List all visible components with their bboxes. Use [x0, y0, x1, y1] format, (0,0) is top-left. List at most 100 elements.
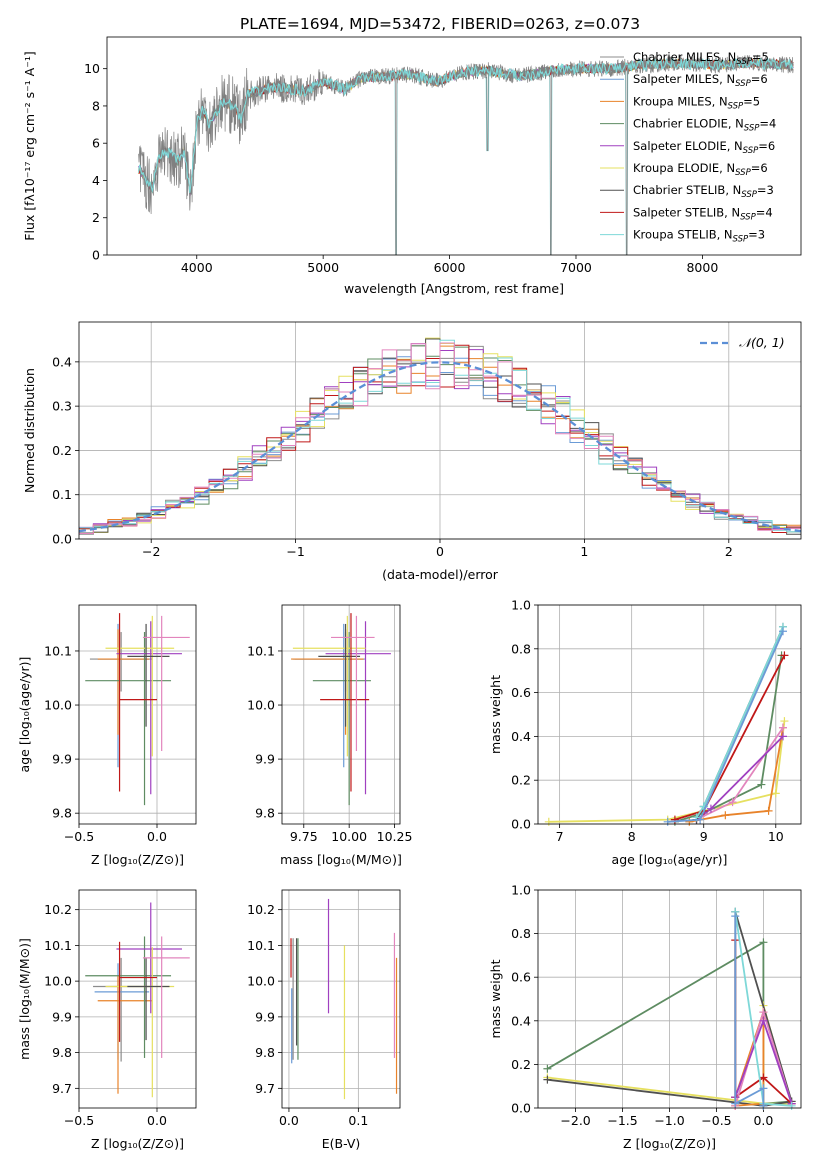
x-axis-label: age [log₁₀(age/yr)] — [612, 852, 728, 867]
axes-frame — [537, 889, 802, 1109]
y-tick-label: 0.1 — [52, 487, 72, 502]
data-point — [663, 817, 672, 826]
data-point — [759, 1008, 768, 1017]
y-tick-label: 4 — [92, 173, 100, 188]
y-tick-label: 0.0 — [511, 817, 531, 832]
y-tick-label: 10.1 — [247, 938, 275, 953]
y-tick-label: 10.0 — [44, 698, 72, 713]
axes-frame — [537, 604, 802, 825]
data-point — [759, 1101, 768, 1110]
axes-frame — [78, 321, 802, 540]
series-line — [695, 626, 784, 818]
legend-label: Salpeter ELODIE, NSSP=6 — [633, 139, 775, 156]
x-tick-label: 8 — [628, 829, 636, 844]
data-point — [787, 1101, 796, 1110]
weight-lines — [543, 907, 796, 1110]
errorbars — [291, 613, 391, 806]
legend-label: Chabrier STELIB, NSSP=3 — [633, 183, 774, 200]
legend-label: Kroupa STELIB, NSSP=3 — [633, 228, 765, 245]
errorbar-point — [312, 632, 371, 806]
y-tick-label: 10.0 — [44, 974, 72, 989]
y-tick-label: 0.4 — [511, 729, 531, 744]
x-tick-label: −0.5 — [64, 1113, 94, 1128]
x-tick-label: 9.75 — [290, 829, 318, 844]
y-axis-label: Flux [fλ10⁻¹⁷ erg cm⁻² s⁻¹ A⁻¹] — [22, 51, 37, 240]
y-tick-label: 9.7 — [52, 1081, 72, 1096]
y-axis-label: mass weight — [488, 959, 503, 1038]
gaussian-curve — [79, 361, 801, 533]
y-tick-label: 0.8 — [511, 641, 531, 656]
data-point — [696, 815, 705, 824]
errorbar-point — [97, 623, 150, 768]
histogram-step-line — [79, 342, 801, 534]
data-point — [780, 651, 789, 660]
errorbar-point — [318, 623, 361, 727]
x-tick-label: 10.00 — [331, 829, 367, 844]
series-line — [734, 916, 765, 1106]
errorbar-point — [127, 623, 170, 727]
errorbar-point — [85, 632, 172, 806]
data-point — [685, 817, 694, 826]
axes-mass-vs-EBV: 0.0 0.1 9.7 9.8 9.9 10.0 10.1 10.2 — [247, 890, 400, 1128]
x-tick-label: 5000 — [307, 260, 339, 275]
x-axis-label: Z [log₁₀(Z/Z⊙)] — [91, 1136, 184, 1151]
y-tick-label: 1.0 — [511, 598, 531, 613]
x-tick-label: 0.0 — [279, 1113, 299, 1128]
x-tick-label: −1.0 — [654, 1113, 684, 1128]
errorbar-point — [97, 629, 150, 735]
x-tick-label: −1 — [286, 544, 304, 559]
errorbar-point — [142, 936, 190, 1058]
axes-frame — [281, 889, 401, 1109]
errorbar-point — [89, 632, 153, 692]
legend-label: Salpeter MILES, NSSP=6 — [633, 72, 768, 89]
legend-label: Kroupa ELODIE, NSSP=6 — [633, 161, 768, 178]
legend-label: Salpeter STELIB, NSSP=4 — [633, 205, 773, 222]
errorbar-point — [127, 957, 170, 1041]
errorbar-point — [118, 613, 157, 792]
y-tick-label: 9.8 — [255, 806, 275, 821]
x-tick-label: 8000 — [686, 260, 718, 275]
x-tick-label: −1.5 — [607, 1113, 637, 1128]
axes-frame — [281, 604, 401, 825]
series-line — [689, 727, 784, 823]
errorbar-point — [142, 615, 190, 751]
series-line — [674, 655, 783, 823]
legend-label: Chabrier MILES, NSSP=5 — [633, 50, 769, 67]
x-tick-label: 0 — [436, 544, 444, 559]
x-axis-label: mass [log₁₀(M/M⊙)] — [280, 852, 402, 867]
data-point — [670, 815, 679, 824]
data-point — [543, 1075, 552, 1084]
x-tick-label: 0.0 — [147, 1113, 167, 1128]
y-axis-label: age [log₁₀(age/yr)] — [17, 657, 32, 773]
y-axis-label: mass weight — [488, 675, 503, 754]
data-point — [543, 1064, 552, 1073]
y-tick-label: 0.6 — [511, 970, 531, 985]
x-tick-label: −0.5 — [64, 829, 94, 844]
x-tick-label: 10.25 — [377, 829, 413, 844]
x-tick-label: 10 — [768, 829, 784, 844]
errorbars — [290, 898, 398, 1100]
axes-residuals: −2 −1 0 1 2 0.0 0.1 0.2 0.3 0.4 — [52, 322, 801, 559]
y-tick-label: 10.1 — [247, 643, 275, 658]
y-axis-label: Normed distribution — [22, 368, 37, 493]
axes-age-vs-mass: 9.75 10.00 10.25 9.8 9.9 10.0 10.1 — [247, 605, 412, 844]
y-tick-label: 8 — [92, 98, 100, 113]
data-point — [759, 1016, 768, 1025]
data-point — [757, 780, 766, 789]
histogram-steps — [79, 337, 801, 535]
data-point — [728, 798, 737, 807]
y-tick-label: 10.1 — [44, 938, 72, 953]
y-tick-label: 9.8 — [52, 1045, 72, 1060]
y-tick-label: 10 — [84, 61, 100, 76]
legend-label: Kroupa MILES, NSSP=5 — [633, 94, 760, 111]
errorbar-point — [291, 629, 364, 735]
x-tick-label: 4000 — [181, 260, 213, 275]
x-tick-label: 2 — [725, 544, 733, 559]
x-tick-label: 0.1 — [348, 1113, 368, 1128]
x-axis-label: Z [log₁₀(Z/Z⊙)] — [623, 1136, 716, 1151]
model-spectrum-line — [138, 56, 794, 194]
y-tick-label: 9.8 — [255, 1045, 275, 1060]
errorbar-point — [93, 957, 153, 1062]
